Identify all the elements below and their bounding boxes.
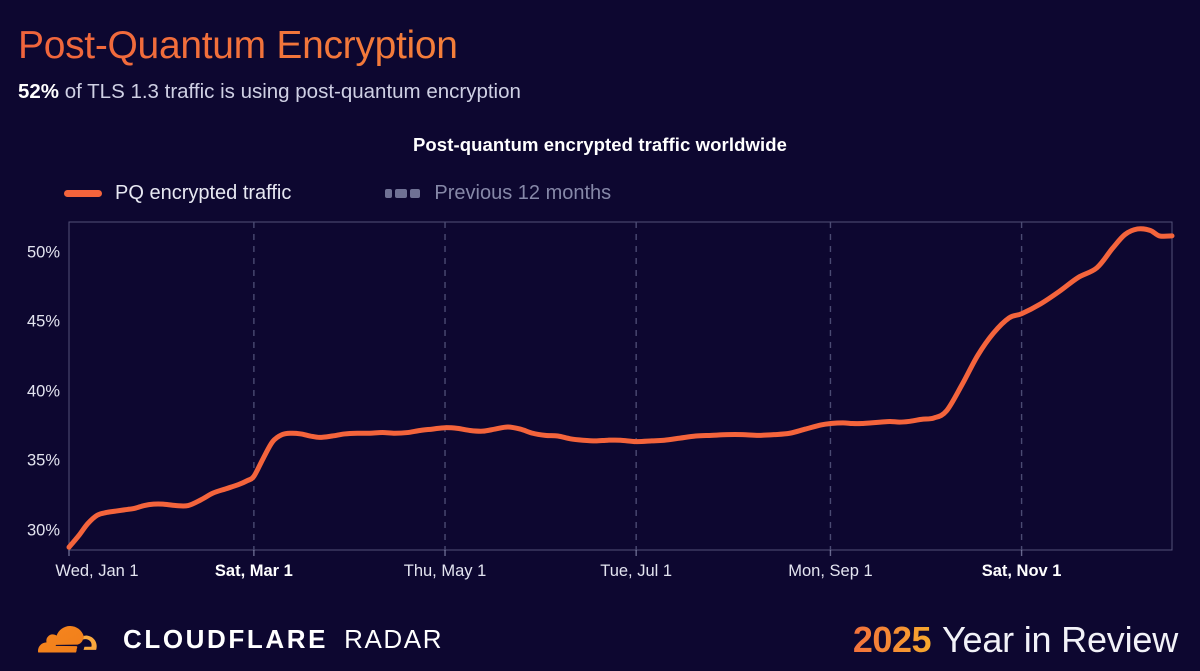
chart-title: Post-quantum encrypted traffic worldwide	[412, 134, 788, 155]
legend-item-previous-12-months[interactable]: Previous 12 months	[385, 182, 611, 205]
x-axis-tick-label: Tue, Jul 1	[600, 562, 673, 580]
x-axis-tick-label: Mon, Sep 1	[788, 562, 873, 580]
legend-label-previous: Previous 12 months	[434, 182, 612, 204]
subtitle-percentage: 52%	[18, 80, 60, 103]
x-axis-tick-label: Sat, Mar 1	[214, 562, 293, 580]
cloudflare-wordmark: CLOUDFLARE	[123, 624, 329, 654]
legend-dashed-swatch-icon	[385, 189, 421, 198]
radar-wordmark: RADAR	[344, 624, 444, 654]
x-axis-tick-label: Thu, May 1	[403, 562, 487, 580]
y-axis-labels: 30% 35% 40% 45% 50%	[0, 0, 60, 671]
legend-label-series: PQ encrypted traffic	[115, 182, 292, 204]
footer: CLOUDFLARE RADAR 2025 Year in Review	[0, 597, 1200, 671]
chart-legend: PQ encrypted traffic Previous 12 months	[64, 182, 611, 205]
header: Post-Quantum Encryption 52% of TLS 1.3 t…	[18, 22, 1178, 105]
x-axis-tick-label: Wed, Jan 1	[55, 562, 139, 580]
cloudflare-radar-brand: CLOUDFLARE RADAR	[28, 621, 443, 657]
subtitle-text: of TLS 1.3 traffic is using post-quantum…	[59, 80, 521, 103]
year-number: 2025	[852, 619, 932, 660]
cloudflare-cloud-icon	[38, 626, 97, 653]
year-in-review-label: 2025 Year in Review	[853, 619, 1178, 661]
page-title: Post-Quantum Encryption	[18, 22, 1178, 70]
y-axis-tick-label: 30%	[26, 521, 60, 540]
legend-line-swatch-icon	[64, 190, 102, 197]
page-subtitle: 52% of TLS 1.3 traffic is using post-qua…	[18, 79, 1178, 105]
y-axis-tick-label: 45%	[26, 312, 60, 331]
y-axis-tick-label: 40%	[26, 382, 60, 401]
x-axis-tick-label: Sat, Nov 1	[981, 562, 1062, 580]
y-axis-tick-label: 35%	[26, 451, 60, 470]
y-axis-tick-label: 50%	[26, 243, 60, 262]
legend-item-pq-encrypted-traffic[interactable]: PQ encrypted traffic	[64, 182, 291, 205]
year-in-review-text: Year in Review	[942, 619, 1178, 660]
